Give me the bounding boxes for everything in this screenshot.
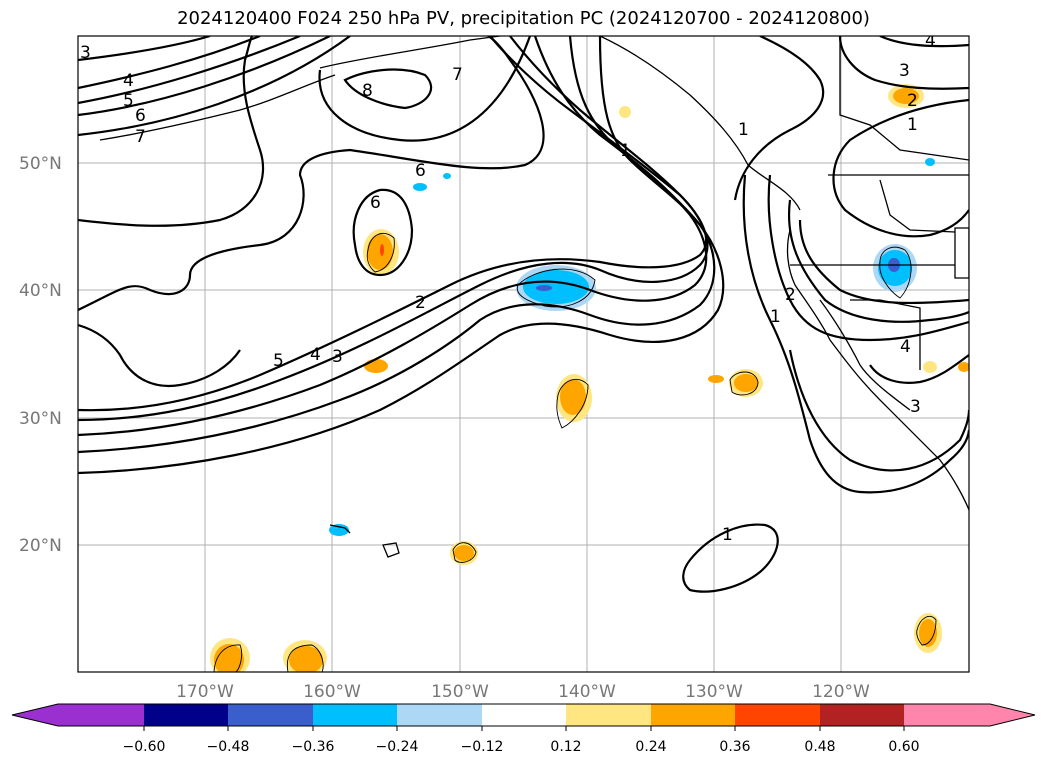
- contour-label: 1: [722, 525, 733, 545]
- map-background: [78, 36, 969, 672]
- lat-axis: 20°N 30°N 40°N 50°N: [19, 154, 62, 556]
- lat-tick-label: 30°N: [19, 409, 62, 429]
- lon-tick-label: 160°W: [303, 682, 361, 702]
- contour-label: 4: [925, 31, 936, 51]
- contour-label: 3: [910, 397, 921, 417]
- contour-label: 7: [135, 127, 146, 147]
- colorbar-segment: [144, 704, 228, 726]
- precip-blob: [443, 173, 451, 179]
- lon-tick-label: 130°W: [685, 682, 743, 702]
- precip-blob: [367, 234, 393, 270]
- colorbar-outline: [11, 703, 1036, 727]
- colorbar-segment: [651, 704, 735, 726]
- contour-label: 6: [370, 193, 381, 213]
- precip-blob: [380, 244, 384, 256]
- colorbar-tick-label: 0.12: [550, 739, 581, 755]
- precip-shading: [210, 84, 969, 672]
- colorbar-tick-label: −0.60: [123, 739, 166, 755]
- contour-label: 5: [123, 91, 134, 111]
- colorbar-extend-high: [990, 704, 1035, 726]
- precip-blob: [536, 285, 552, 291]
- colorbar-segment: [228, 704, 313, 726]
- precip-blob: [958, 362, 969, 372]
- contour-label: 2: [415, 293, 426, 313]
- colorbar-tick-label: −0.48: [207, 739, 250, 755]
- contour-label: 4: [310, 345, 321, 365]
- colorbar-segment: [566, 704, 651, 726]
- contour-label: 1: [907, 115, 918, 135]
- precip-blob: [560, 379, 586, 415]
- precip-blob: [364, 359, 388, 373]
- contour-label: 4: [123, 71, 134, 91]
- colorbar-tick-label: 0.24: [635, 739, 666, 755]
- map-frame: [77, 35, 970, 673]
- colorbar-segment: [58, 704, 144, 726]
- contour-label: 3: [332, 347, 343, 367]
- contour-label: 1: [620, 141, 631, 161]
- precip-blob: [619, 106, 631, 118]
- contour-label: 4: [900, 337, 911, 357]
- colorbar-tick-label: 0.60: [888, 739, 919, 755]
- colorbar-tick-label: −0.36: [292, 739, 335, 755]
- precip-blob: [919, 619, 937, 647]
- precip-blob: [734, 374, 758, 392]
- contour-label: 6: [135, 106, 146, 126]
- contour-label: 3: [899, 61, 910, 81]
- contour-label: 3: [80, 43, 91, 63]
- colorbar-segment: [482, 704, 566, 726]
- precip-blob: [454, 545, 474, 561]
- lat-tick-label: 50°N: [19, 154, 62, 174]
- precip-blob: [708, 375, 724, 383]
- lon-axis: 170°W 160°W 150°W 140°W 130°W 120°W: [176, 682, 870, 702]
- precip-blob: [413, 183, 427, 191]
- lon-tick-label: 170°W: [176, 682, 234, 702]
- coastlines: [99, 36, 969, 558]
- colorbar-extend-low: [12, 704, 58, 726]
- colorbar-tick-label: 0.36: [719, 739, 750, 755]
- contour-label: 6: [80, 20, 91, 40]
- colorbar: −0.60 −0.48 −0.36 −0.24 −0.12 0.12 0.24 …: [11, 703, 1036, 755]
- colorbar-segment: [735, 704, 820, 726]
- contour-label: 5: [273, 351, 284, 371]
- lat-tick-label: 20°N: [19, 536, 62, 556]
- precip-blob: [523, 270, 589, 304]
- precip-blob: [893, 88, 919, 104]
- contour-label: 6: [415, 161, 426, 181]
- precip-outlines: [213, 232, 937, 672]
- precip-blob: [214, 644, 244, 672]
- precip-blob: [925, 158, 935, 166]
- colorbar-segment: [397, 704, 482, 726]
- precip-blob: [923, 361, 937, 373]
- contour-label: 7: [452, 65, 463, 85]
- lon-tick-label: 150°W: [431, 682, 489, 702]
- contour-label: 2: [907, 91, 918, 111]
- colorbar-tick-label: 0.48: [804, 739, 835, 755]
- contour-label: 1: [770, 307, 781, 327]
- lon-tick-label: 120°W: [812, 682, 870, 702]
- chart-title: 2024120400 F024 250 hPa PV, precipitatio…: [177, 8, 870, 29]
- precip-blob: [289, 646, 323, 672]
- colorbar-segment: [313, 704, 397, 726]
- lat-tick-label: 40°N: [19, 281, 62, 301]
- contour-label: 2: [785, 285, 796, 305]
- pv-contours: [78, 36, 969, 593]
- colorbar-segment: [904, 704, 990, 726]
- colorbar-segment: [820, 704, 904, 726]
- colorbar-tick-label: −0.24: [376, 739, 419, 755]
- precip-blob: [329, 524, 349, 536]
- contour-label: 8: [362, 81, 373, 101]
- contour-labels: 3 4 5 6 7 8 7 6 6 6 2 5 4 3 1 1 2 1 1 4 …: [80, 20, 936, 545]
- contour-label: 1: [738, 120, 749, 140]
- colorbar-tick-label: −0.12: [461, 739, 504, 755]
- lon-tick-label: 140°W: [558, 682, 616, 702]
